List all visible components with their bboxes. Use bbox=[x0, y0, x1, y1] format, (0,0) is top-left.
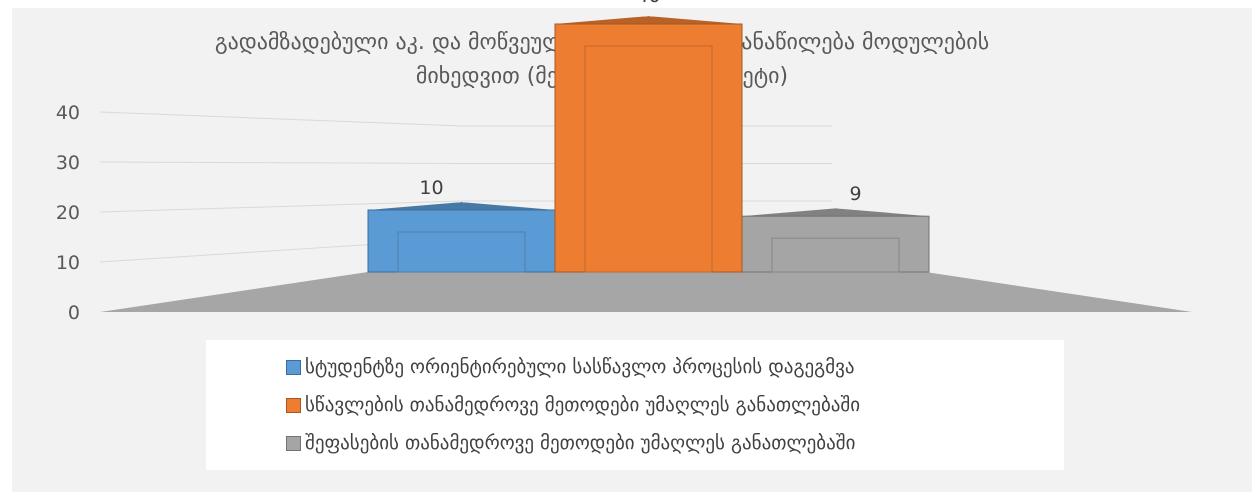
y-tick-label-1: 10 bbox=[56, 252, 80, 274]
bar-value-label-1: 40 bbox=[636, 0, 660, 7]
bar-value-label-2: 9 bbox=[849, 183, 861, 205]
bar-top-2 bbox=[742, 208, 929, 217]
y-tick-label-2: 20 bbox=[56, 202, 80, 224]
bar-bevel-1 bbox=[584, 45, 713, 273]
gridline-diagonal-4 bbox=[99, 111, 463, 127]
legend-label-1: სტუდენტზე ორიენტირებული სასწავლო პროცესი… bbox=[305, 356, 855, 378]
bar-2 bbox=[741, 215, 930, 273]
y-tick-label-0: 0 bbox=[68, 302, 80, 324]
bar-top-1 bbox=[555, 16, 742, 24]
gridline-diagonal-2 bbox=[99, 200, 463, 213]
bar-value-label-0: 10 bbox=[419, 177, 443, 199]
legend-label-2: სწავლების თანამედროვე მეთოდები უმაღლეს გ… bbox=[305, 394, 861, 416]
y-tick-label-4: 40 bbox=[56, 102, 80, 124]
legend-swatch-3 bbox=[286, 435, 301, 451]
legend-item-2: სწავლების თანამედროვე მეთოდები უმაღლეს გ… bbox=[286, 388, 860, 422]
y-tick-label-3: 30 bbox=[56, 152, 80, 174]
legend-label-3: შეფასების თანამედროვე მეთოდები უმაღლეს გ… bbox=[305, 432, 856, 454]
gridline-diagonal-3 bbox=[99, 161, 463, 164]
bar-bevel-2 bbox=[771, 237, 900, 273]
chart-legend: სტუდენტზე ორიენტირებული სასწავლო პროცესი… bbox=[206, 340, 1064, 470]
legend-item-3: შეფასების თანამედროვე მეთოდები უმაღლეს გ… bbox=[286, 426, 855, 460]
bar-1 bbox=[554, 23, 743, 273]
legend-swatch-2 bbox=[286, 397, 301, 413]
bar-bevel-0 bbox=[397, 231, 526, 273]
legend-swatch-1 bbox=[286, 359, 301, 375]
legend-item-1: სტუდენტზე ორიენტირებული სასწავლო პროცესი… bbox=[286, 350, 855, 384]
bar-0 bbox=[367, 209, 556, 273]
bar-top-0 bbox=[368, 202, 555, 210]
